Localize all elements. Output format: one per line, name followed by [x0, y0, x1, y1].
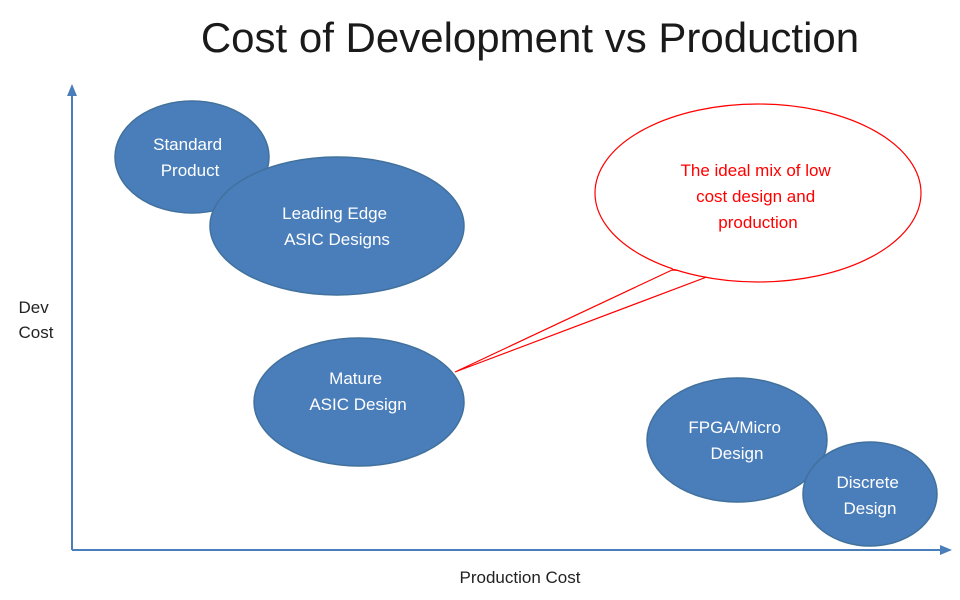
bubble-shape: [114, 100, 270, 214]
bubble-standard-product: Standard Product: [114, 100, 270, 214]
callout-ideal-mix: The ideal mix of low cost design and pro…: [454, 103, 922, 373]
bubble-label: Standard Product: [153, 135, 227, 180]
bubble-discrete: Discrete Design: [802, 441, 938, 547]
bubble-mature-asic: Mature ASIC Design: [253, 337, 465, 467]
bubble-shape: [646, 377, 828, 503]
bubble-shape: [209, 156, 465, 296]
bubble-label: Mature ASIC Design: [309, 369, 406, 414]
diagram-title: Cost of Development vs Production: [201, 14, 859, 61]
bubble-shape: [802, 441, 938, 547]
bubble-shape: [253, 337, 465, 467]
bubble-label: Discrete Design: [836, 473, 903, 518]
bubble-label: FPGA/Micro Design: [688, 418, 785, 463]
callout-text: The ideal mix of low cost design and pro…: [681, 161, 836, 232]
bubble-leading-edge-asic: Leading Edge ASIC Designs: [209, 156, 465, 296]
bubble-label: Leading Edge ASIC Designs: [282, 204, 392, 249]
callout-ellipse: [594, 103, 922, 283]
bubble-fpga-micro: FPGA/Micro Design: [646, 377, 828, 503]
y-axis-label: Dev Cost: [19, 298, 54, 342]
x-axis-label: Production Cost: [460, 568, 581, 587]
callout-pointer: [454, 269, 721, 373]
